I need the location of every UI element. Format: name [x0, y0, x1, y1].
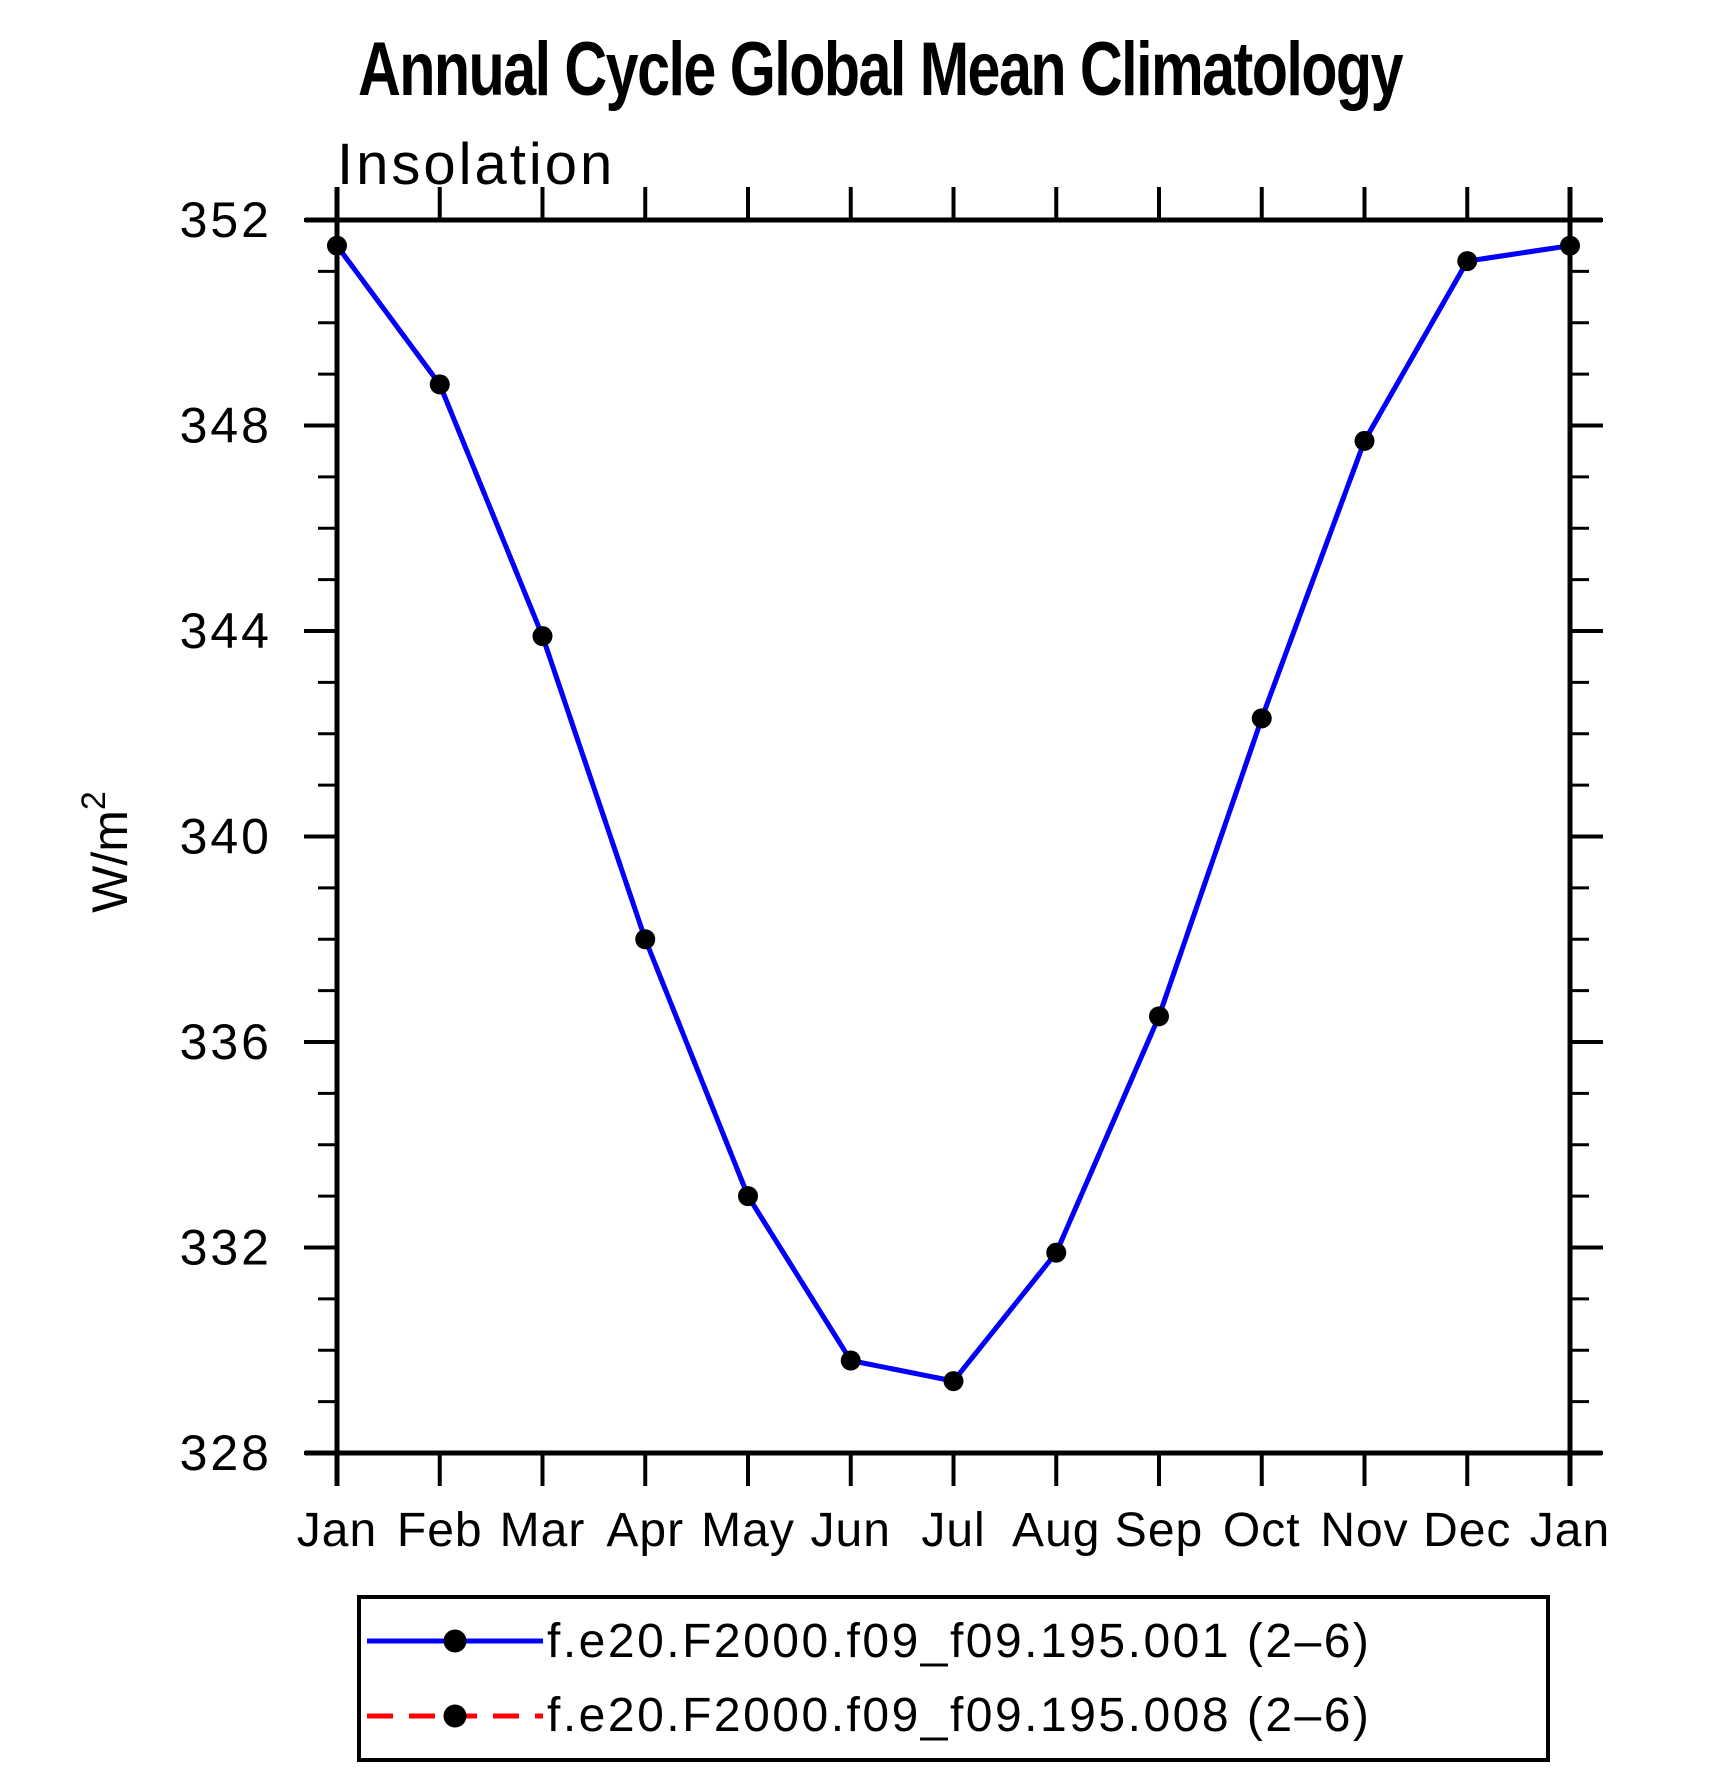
y-tick-label: 352: [180, 192, 272, 248]
y-tick-label: 340: [180, 809, 272, 865]
data-point-marker: [738, 1186, 758, 1207]
x-tick-label: Nov: [1320, 1504, 1408, 1557]
y-axis-label: W/m2: [75, 791, 138, 913]
y-tick-label: 344: [180, 603, 272, 659]
data-point-marker: [1560, 235, 1580, 256]
data-point-marker: [943, 1371, 964, 1392]
data-point-marker: [532, 626, 553, 647]
data-point-marker: [1046, 1242, 1067, 1263]
x-tick-label: Oct: [1223, 1504, 1301, 1557]
y-tick-label: 348: [180, 398, 272, 454]
legend-line-sample-solid: [367, 1629, 543, 1653]
x-tick-label: Jan: [1530, 1504, 1610, 1557]
legend: f.e20.F2000.f09_f09.195.001 (2–6) f.e20.…: [357, 1595, 1550, 1762]
data-point-marker: [327, 235, 347, 256]
data-point-marker: [840, 1350, 861, 1371]
legend-sample-marker-icon: [443, 1704, 467, 1728]
legend-label-series2: f.e20.F2000.f09_f09.195.008 (2–6): [547, 1689, 1372, 1743]
x-tick-label: Dec: [1423, 1504, 1511, 1557]
plot-area: Jan Feb Mar Apr May Jun Jul Aug Sep Oct Nov Dec Jan 3…: [180, 187, 1610, 1557]
y-tick-label: 328: [180, 1425, 272, 1481]
legend-entry-series1: f.e20.F2000.f09_f09.195.001 (2–6): [361, 1609, 1546, 1673]
data-point-marker: [1354, 430, 1375, 451]
legend-line-sample-dashed: [367, 1704, 543, 1728]
y-tick-label: 332: [180, 1220, 272, 1276]
x-tick-label: Apr: [606, 1504, 684, 1557]
legend-label-series1: f.e20.F2000.f09_f09.195.001 (2–6): [547, 1614, 1372, 1668]
data-point-marker: [635, 929, 656, 950]
data-point-marker: [429, 374, 450, 395]
data-point-marker: [1457, 251, 1478, 272]
x-tick-label: Mar: [500, 1504, 586, 1557]
x-tick-label: Sep: [1115, 1504, 1203, 1557]
plot-subtitle: Insolation: [337, 132, 615, 197]
y-tick-label: 336: [180, 1014, 272, 1070]
y-axis-label-exponent: 2: [75, 791, 113, 810]
data-point-marker: [1251, 708, 1272, 729]
series-line-dashed: [334, 243, 1571, 1384]
chart-title: Annual Cycle Global Mean Climatology: [358, 27, 1404, 112]
legend-entry-series2: f.e20.F2000.f09_f09.195.008 (2–6): [361, 1684, 1546, 1748]
x-tick-label: Aug: [1012, 1504, 1100, 1557]
x-tick-label: May: [701, 1504, 795, 1557]
x-tick-label: Jul: [921, 1504, 985, 1557]
y-axis-label-base: W/m: [82, 810, 138, 913]
series-line-solid: [334, 243, 1571, 1384]
data-point-marker: [1149, 1006, 1169, 1027]
legend-sample-marker-icon: [443, 1629, 467, 1653]
x-tick-label: Feb: [397, 1504, 483, 1557]
x-tick-label: Jan: [297, 1504, 377, 1557]
x-tick-label: Jun: [811, 1504, 891, 1557]
